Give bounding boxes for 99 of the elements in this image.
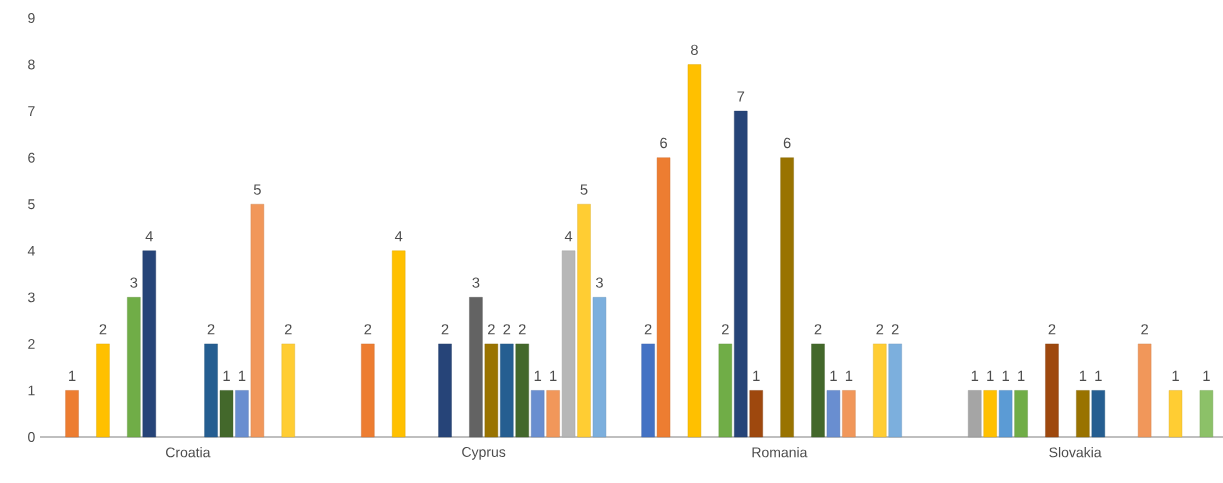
bar <box>749 390 763 438</box>
x-tick-label: Romania <box>752 447 808 458</box>
bar <box>1168 390 1183 438</box>
bar <box>1014 390 1028 438</box>
data-label: 1 <box>971 370 979 381</box>
data-label: 2 <box>207 324 215 335</box>
bar <box>842 390 856 438</box>
bar <box>546 390 560 438</box>
data-label: 2 <box>518 324 526 335</box>
y-tick-label: 9 <box>28 13 35 23</box>
bar <box>1045 343 1059 438</box>
data-label: 1 <box>1002 370 1009 381</box>
bar <box>515 343 529 438</box>
data-label: 4 <box>145 231 153 242</box>
x-tick-label: Croatia <box>166 447 211 458</box>
bar <box>983 390 997 438</box>
bar <box>235 390 249 438</box>
data-label: 7 <box>737 91 745 102</box>
data-label: 8 <box>690 44 698 56</box>
bar <box>811 343 825 438</box>
y-tick-label: 3 <box>28 292 35 303</box>
data-label: 1 <box>1079 370 1087 381</box>
bar <box>968 390 982 438</box>
bar <box>96 343 110 438</box>
data-label: 2 <box>891 324 899 335</box>
bar <box>250 204 265 438</box>
bar <box>531 390 545 438</box>
bar <box>1076 390 1090 438</box>
bar <box>219 390 234 438</box>
data-label: 6 <box>660 137 667 149</box>
bar <box>718 343 733 438</box>
bar <box>469 297 483 438</box>
y-tick-label: 7 <box>28 106 35 116</box>
data-label: 1 <box>845 370 853 381</box>
bar <box>888 343 902 438</box>
bar <box>204 343 218 438</box>
bar <box>65 390 79 438</box>
data-label: 2 <box>814 324 822 335</box>
bar <box>127 297 141 438</box>
data-label: 1 <box>534 370 542 381</box>
data-label: 2 <box>284 324 292 335</box>
bar <box>780 157 794 438</box>
y-tick-label: 4 <box>27 245 35 256</box>
data-label: 1 <box>69 370 76 381</box>
data-label: 1 <box>1172 370 1179 381</box>
data-label: 1 <box>1095 370 1102 381</box>
bar <box>1091 390 1105 438</box>
bar <box>281 343 295 438</box>
data-label: 1 <box>550 370 557 381</box>
data-label: 2 <box>441 324 449 335</box>
data-label: 3 <box>130 277 138 288</box>
data-label: 1 <box>1203 370 1210 381</box>
bar <box>577 204 591 438</box>
data-label: 2 <box>721 324 729 335</box>
data-label: 2 <box>99 324 107 335</box>
bar <box>592 297 607 438</box>
bar <box>656 157 671 438</box>
bar <box>734 110 748 438</box>
y-tick-label: 0 <box>28 432 35 442</box>
bar <box>500 343 514 438</box>
bar <box>641 343 655 438</box>
data-label: 1 <box>1018 370 1025 381</box>
data-label: 4 <box>564 231 573 242</box>
y-tick-label: 2 <box>28 339 35 349</box>
data-label: 2 <box>876 324 884 335</box>
bar <box>1137 343 1152 438</box>
x-tick-label: Cyprus <box>462 447 506 460</box>
y-tick-label: 1 <box>28 385 35 396</box>
data-label: 3 <box>595 277 603 288</box>
bar <box>392 250 406 438</box>
data-label: 2 <box>364 324 372 335</box>
bar <box>873 343 887 438</box>
bar <box>826 390 841 438</box>
x-tick-label: Slovakia <box>1049 447 1102 458</box>
y-tick-label: 6 <box>28 152 35 163</box>
bar <box>142 250 156 438</box>
data-label: 5 <box>253 184 261 195</box>
data-label: 1 <box>223 370 230 381</box>
data-label: 3 <box>472 277 480 288</box>
data-label: 4 <box>394 231 403 242</box>
bar <box>1199 390 1214 438</box>
bar <box>998 390 1013 438</box>
data-label: 1 <box>987 370 994 381</box>
data-label: 2 <box>1048 324 1056 335</box>
data-label: 2 <box>503 324 511 335</box>
data-label: 6 <box>783 137 791 149</box>
y-tick-label: 5 <box>28 199 35 210</box>
data-label: 2 <box>1141 324 1148 335</box>
data-label: 5 <box>580 184 588 195</box>
data-label: 2 <box>644 324 652 335</box>
bar <box>484 343 499 438</box>
data-label: 1 <box>238 370 246 381</box>
data-label: 2 <box>488 324 495 335</box>
bar <box>361 343 375 438</box>
bar <box>438 343 452 438</box>
data-label: 1 <box>753 370 760 381</box>
bar <box>687 64 702 438</box>
data-label: 1 <box>830 370 837 381</box>
y-tick-label: 8 <box>28 59 35 70</box>
